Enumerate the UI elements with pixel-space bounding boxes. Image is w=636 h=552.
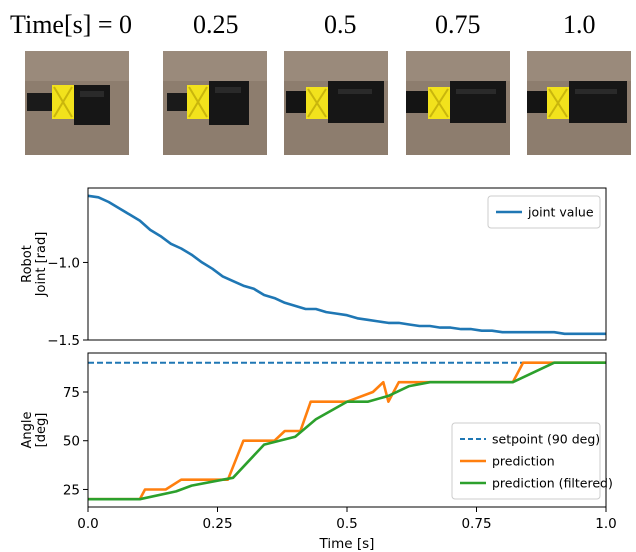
legend-label: prediction (filtered) [492,476,613,491]
y-tick-label: 75 [63,385,80,401]
legend-label: joint value [527,205,594,220]
photo-frame-t025 [163,51,267,155]
y-tick-label: 50 [63,434,80,450]
y-axis-label-line: Robot [20,245,35,283]
y-axis-label: RobotJoint [rad] [20,232,49,298]
legend-label: prediction [492,454,555,469]
y-axis-label-line: [deg] [34,413,49,448]
x-tick-label: 0.75 [461,516,491,532]
legend-box [451,422,601,500]
strip-label-t075: 0.75 [435,10,481,39]
photo-frame-t1 [527,51,631,155]
x-tick-label: 1.0 [595,516,616,532]
photo-frame-t075 [406,51,510,155]
plot-frame [87,187,607,341]
photo-frame-t05 [284,51,388,155]
y-tick-label: −1.5 [47,333,80,349]
x-tick-label: 0.0 [77,516,98,532]
y-tick-label: −1.0 [47,255,80,271]
strip-label-t0: Time[s] = 0 [10,10,133,39]
strip-label-t05: 0.5 [324,10,357,39]
strip-label-t1: 1.0 [563,10,596,39]
series-line-prediction-filtered- [88,361,606,501]
y-axis-label: Angle[deg] [20,412,49,449]
y-axis-label-line: Angle [20,412,35,449]
series-line-joint-value [87,194,606,336]
x-tick-label: 0.5 [336,516,357,532]
legend-label: setpoint (90 deg) [492,432,600,447]
photo-frame-t0 [25,51,129,155]
y-tick-label: 25 [63,482,80,498]
strip-label-t025: 0.25 [193,10,239,39]
x-tick-label: 0.25 [202,516,232,532]
x-axis-label: Time [s] [319,536,375,552]
connector-illustration [25,51,129,155]
y-axis-label-line: Joint [rad] [34,232,49,298]
legend-box [487,195,601,229]
